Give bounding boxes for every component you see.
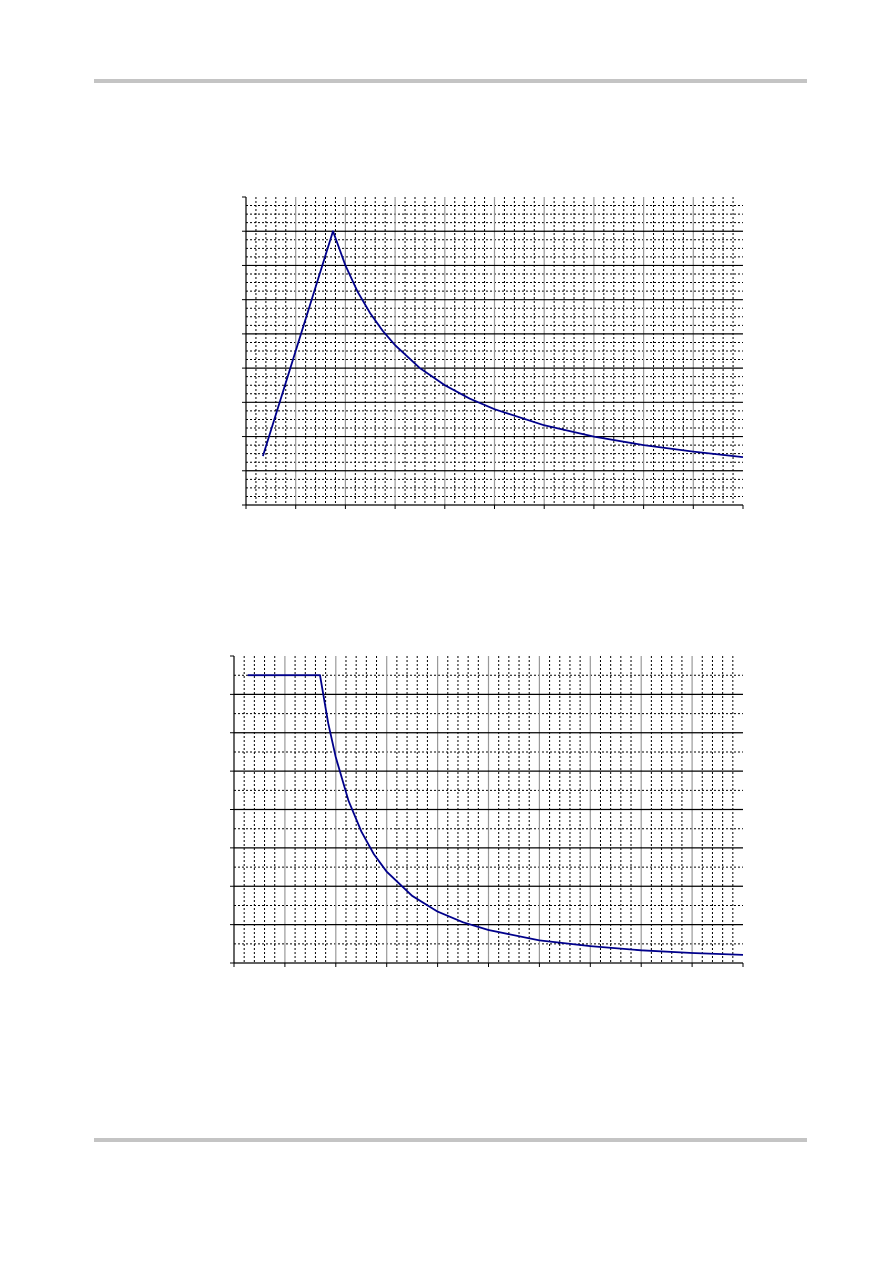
- data-series-line: [262, 230, 744, 458]
- data-series-line: [247, 674, 744, 956]
- chart-1: [242, 196, 744, 509]
- footer-rule: [94, 1138, 807, 1142]
- chart-2: [230, 655, 744, 967]
- header-rule: [94, 79, 807, 83]
